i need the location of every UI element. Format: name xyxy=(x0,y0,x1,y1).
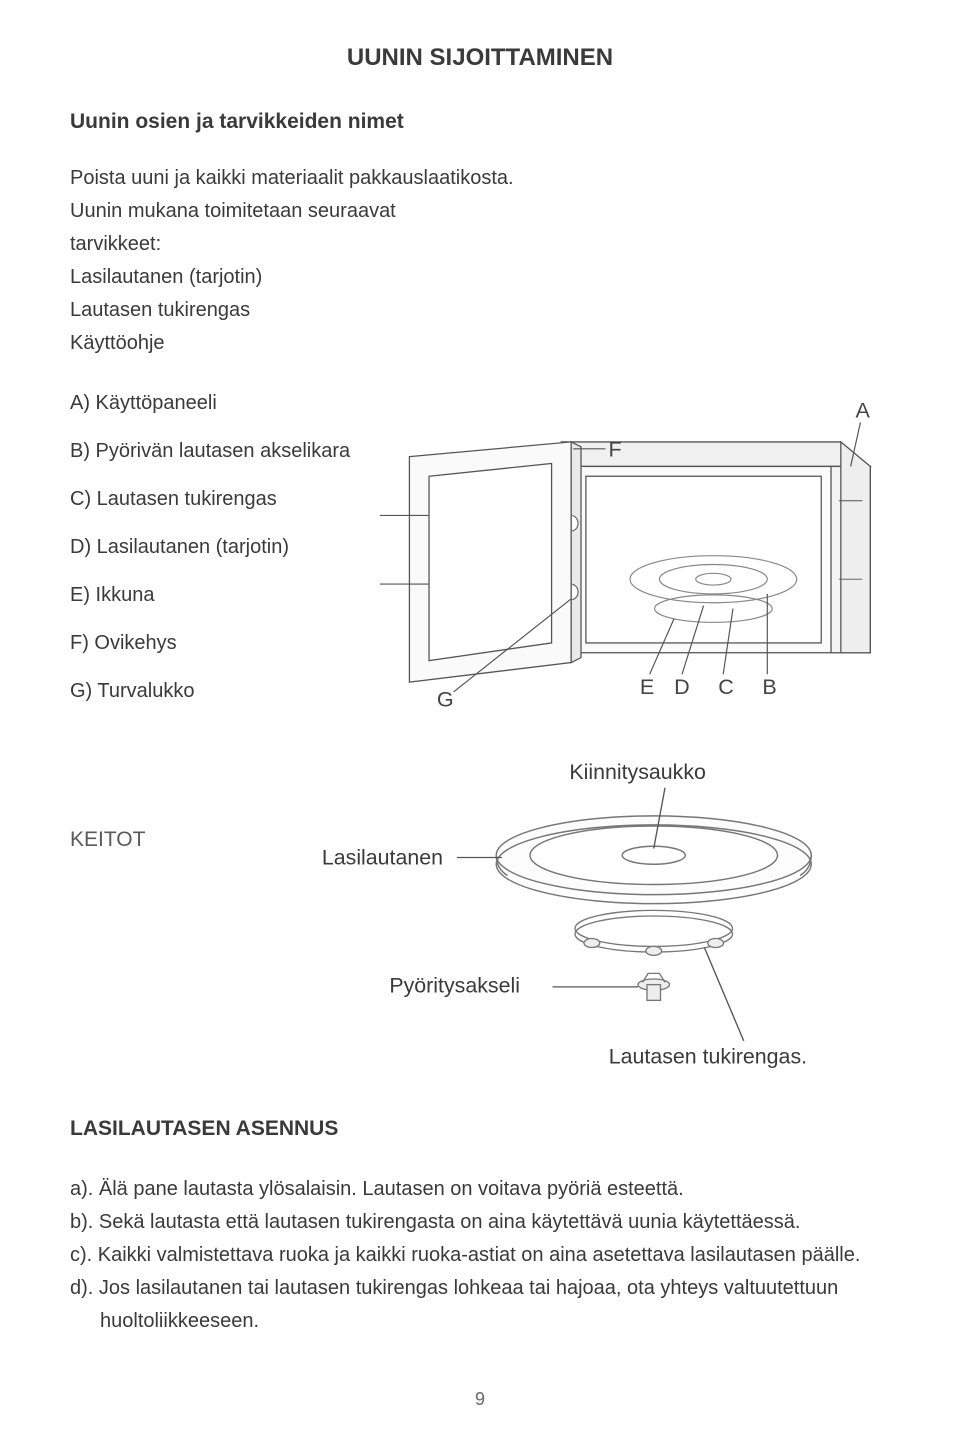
intro-line: Lautasen tukirengas xyxy=(70,295,890,325)
label-C: C xyxy=(718,673,734,698)
tray-label-tukirengas: Lautasen tukirengas. xyxy=(609,1044,807,1068)
page-title: UUNIN SIJOITTAMINEN xyxy=(70,40,890,76)
install-item-d2: huoltoliikkeeseen. xyxy=(70,1306,890,1336)
part-g: G) Turvalukko xyxy=(70,676,350,706)
part-a: A) Käyttöpaneeli xyxy=(70,388,350,418)
label-G: G xyxy=(437,686,454,711)
parts-list: A) Käyttöpaneeli B) Pyörivän lautasen ak… xyxy=(70,388,350,724)
intro-line: tarvikkeet: xyxy=(70,229,890,259)
microwave-diagram: F A G E D C B xyxy=(380,388,890,724)
install-item-d1: d). Jos lasilautanen tai lautasen tukire… xyxy=(70,1273,890,1303)
tray-label-pyoritys: Pyöritysakseli xyxy=(389,973,520,997)
intro-text: Poista uuni ja kaikki materiaalit pakkau… xyxy=(70,163,890,358)
label-A: A xyxy=(856,397,871,422)
page-number: 9 xyxy=(70,1386,890,1413)
keitot-label: KEITOT xyxy=(70,824,220,856)
tray-label-lasilautanen: Lasilautanen xyxy=(322,845,443,869)
part-d: D) Lasilautanen (tarjotin) xyxy=(70,532,350,562)
label-D: D xyxy=(674,673,690,698)
intro-line: Käyttöohje xyxy=(70,328,890,358)
label-F: F xyxy=(609,436,622,461)
part-f: F) Ovikehys xyxy=(70,628,350,658)
tray-label-kiinnitys: Kiinnitysaukko xyxy=(569,759,706,783)
tray-diagram: Kiinnitysaukko Lasilautanen Pyöritysakse… xyxy=(260,754,890,1078)
intro-line: Poista uuni ja kaikki materiaalit pakkau… xyxy=(70,163,890,193)
label-E: E xyxy=(640,673,654,698)
section-heading-parts: Uunin osien ja tarvikkeiden nimet xyxy=(70,106,890,138)
part-e: E) Ikkuna xyxy=(70,580,350,610)
intro-line: Lasilautanen (tarjotin) xyxy=(70,262,890,292)
install-item-b: b). Sekä lautasta että lautasen tukireng… xyxy=(70,1207,890,1237)
install-item-c: c). Kaikki valmistettava ruoka ja kaikki… xyxy=(70,1240,890,1270)
install-item-a: a). Älä pane lautasta ylösalaisin. Lauta… xyxy=(70,1174,890,1204)
label-B: B xyxy=(763,673,777,698)
install-list: a). Älä pane lautasta ylösalaisin. Lauta… xyxy=(70,1174,890,1336)
part-b: B) Pyörivän lautasen akselikara xyxy=(70,436,350,466)
part-c: C) Lautasen tukirengas xyxy=(70,484,350,514)
install-heading: LASILAUTASEN ASENNUS xyxy=(70,1113,890,1145)
intro-line: Uunin mukana toimitetaan seuraavat xyxy=(70,196,890,226)
